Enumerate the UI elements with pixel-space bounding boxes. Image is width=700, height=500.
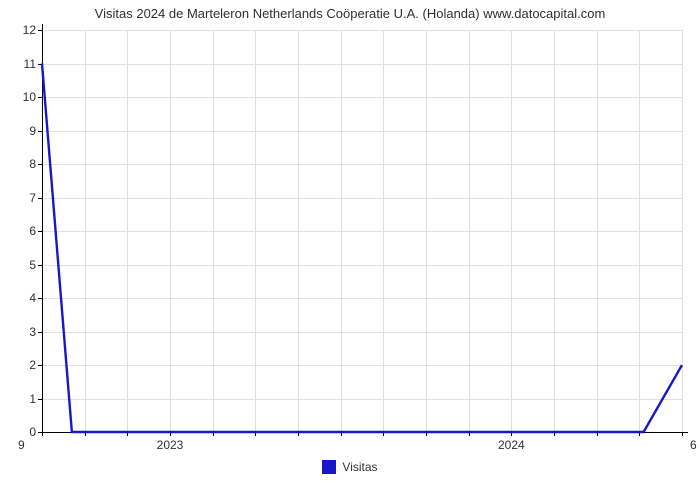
x-tick-mark xyxy=(42,432,43,436)
chart-container: { "chart": { "type": "line", "title": "V… xyxy=(0,0,700,500)
y-tick-label: 6 xyxy=(29,224,42,238)
y-tick-label: 4 xyxy=(29,291,42,305)
y-tick-label: 10 xyxy=(23,90,42,104)
grid-line-vertical xyxy=(682,30,683,432)
plot-area: 01234567891011122023202496 xyxy=(42,30,682,432)
legend-label: Visitas xyxy=(342,460,377,474)
y-tick-label: 5 xyxy=(29,258,42,272)
outer-label-top-left: 9 xyxy=(18,438,25,452)
chart-title: Visitas 2024 de Marteleron Netherlands C… xyxy=(0,6,700,21)
x-tick-label: 2023 xyxy=(157,432,184,452)
y-tick-label: 1 xyxy=(29,392,42,406)
y-tick-label: 2 xyxy=(29,358,42,372)
legend: Visitas xyxy=(0,460,700,474)
x-tick-mark xyxy=(682,432,683,436)
y-tick-label: 11 xyxy=(24,57,42,71)
x-tick-label: 2024 xyxy=(498,432,525,452)
y-tick-label: 12 xyxy=(23,23,42,37)
y-tick-label: 3 xyxy=(29,325,42,339)
y-tick-label: 7 xyxy=(29,191,42,205)
y-tick-label: 0 xyxy=(29,425,42,439)
legend-swatch xyxy=(322,460,336,474)
outer-label-bottom-right: 6 xyxy=(690,438,697,452)
y-tick-label: 8 xyxy=(29,157,42,171)
series-line xyxy=(42,30,682,432)
y-tick-label: 9 xyxy=(29,124,42,138)
